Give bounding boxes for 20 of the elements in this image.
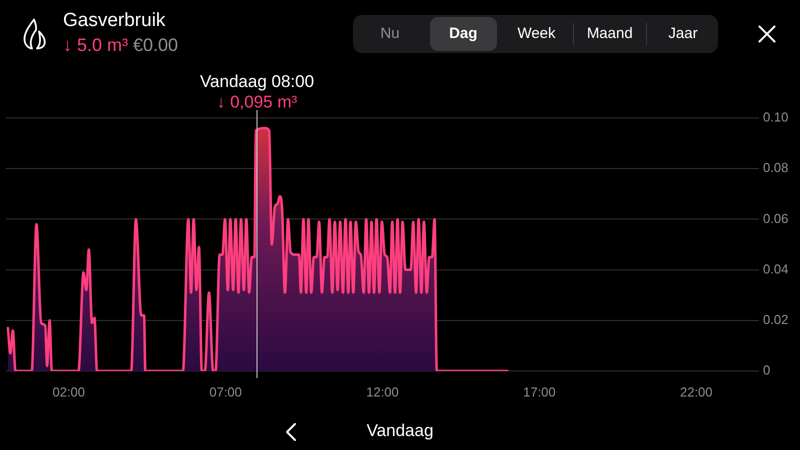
y-tick-label: 0.04: [763, 261, 788, 276]
y-tick-label: 0.08: [763, 160, 788, 176]
y-tick-label: 0.06: [763, 210, 788, 226]
x-tick-label: 17:00: [523, 384, 556, 400]
y-tick-label: 0.10: [763, 110, 788, 125]
chart-subtitle: ↓ 5.0 m³ €0.00: [63, 35, 178, 55]
x-tick-label: 22:00: [680, 384, 713, 400]
text: Week: [516, 24, 557, 44]
x-tick-label: 07:00: [209, 384, 242, 400]
text: Jaar: [667, 24, 699, 44]
text: Vandaag: [366, 420, 434, 442]
x-tick-label: 02:00: [52, 384, 86, 400]
annotation: ↓ 0,095 m³: [216, 92, 298, 112]
y-tick-label: 0: [763, 362, 770, 378]
ref-line-label: Vandaag 08:00: [200, 72, 314, 91]
text: Nu: [379, 24, 401, 44]
chart-title: Gasverbruik: [63, 9, 166, 33]
x-tick-label: 12:00: [366, 384, 399, 400]
y-tick-label: 0.02: [763, 312, 788, 327]
text: Maand: [586, 24, 634, 44]
